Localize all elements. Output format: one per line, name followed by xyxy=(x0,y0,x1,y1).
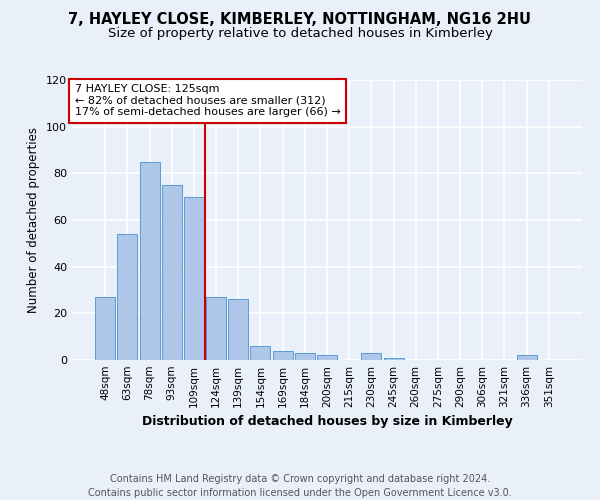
Bar xyxy=(206,297,226,360)
Text: Size of property relative to detached houses in Kimberley: Size of property relative to detached ho… xyxy=(107,28,493,40)
Text: Contains HM Land Registry data © Crown copyright and database right 2024.
Contai: Contains HM Land Registry data © Crown c… xyxy=(88,474,512,498)
Bar xyxy=(118,234,137,360)
Bar xyxy=(295,353,315,360)
Bar xyxy=(361,353,382,360)
Bar xyxy=(162,185,182,360)
Bar xyxy=(317,356,337,360)
Y-axis label: Number of detached properties: Number of detached properties xyxy=(28,127,40,313)
X-axis label: Distribution of detached houses by size in Kimberley: Distribution of detached houses by size … xyxy=(142,416,512,428)
Bar xyxy=(140,162,160,360)
Bar xyxy=(95,297,115,360)
Text: 7 HAYLEY CLOSE: 125sqm
← 82% of detached houses are smaller (312)
17% of semi-de: 7 HAYLEY CLOSE: 125sqm ← 82% of detached… xyxy=(74,84,340,117)
Text: 7, HAYLEY CLOSE, KIMBERLEY, NOTTINGHAM, NG16 2HU: 7, HAYLEY CLOSE, KIMBERLEY, NOTTINGHAM, … xyxy=(68,12,532,28)
Bar xyxy=(184,196,204,360)
Bar xyxy=(517,356,536,360)
Bar xyxy=(383,358,404,360)
Bar xyxy=(228,300,248,360)
Bar xyxy=(272,350,293,360)
Bar xyxy=(250,346,271,360)
